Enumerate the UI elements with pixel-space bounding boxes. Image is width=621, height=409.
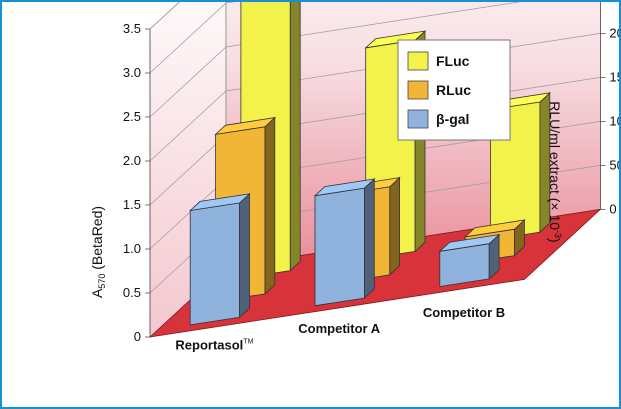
gridline	[149, 2, 235, 74]
bar-top-face	[313, 178, 376, 197]
right-axis-title: RLU/ml extract (× 10-3)	[547, 101, 563, 242]
right-axis-title-sup: -3	[553, 230, 563, 238]
left-tick-label: 3.0	[123, 65, 141, 80]
bar-gal-reportasol	[188, 192, 251, 326]
bar-top-face	[463, 219, 526, 238]
bar-side-face	[363, 178, 375, 300]
legend-label: RLuc	[436, 82, 471, 98]
left-tick-label: 0.5	[123, 285, 141, 300]
right-tick-label: 200	[609, 25, 619, 40]
left-tick-label: 1.0	[123, 241, 141, 256]
category-superscript: TM	[243, 338, 253, 345]
gridline	[149, 2, 521, 118]
left-tick-label: 2.0	[123, 153, 141, 168]
legend-label: β-gal	[436, 111, 469, 127]
bar-gal-competitor-b	[438, 233, 501, 287]
bar-top-face	[188, 193, 251, 212]
bar-side-face	[389, 176, 401, 276]
bars	[188, 2, 552, 326]
bar-top-face	[214, 117, 277, 135]
category-label: Competitor B	[423, 305, 505, 320]
left-tick-label: 2.5	[123, 109, 141, 124]
legend-swatch	[407, 80, 429, 100]
category-label: ReportasolTM	[175, 337, 253, 352]
bar-side-face	[289, 2, 301, 272]
legend-swatch	[407, 51, 429, 71]
bar-side-face	[264, 116, 276, 295]
legend-swatch	[407, 109, 429, 129]
left-axis-title-sub: 570	[97, 274, 107, 289]
bar-front-face	[314, 187, 365, 307]
left-axis-title: A570 (BetaRed)	[89, 206, 107, 298]
left-tick-label: 1.5	[123, 197, 141, 212]
left-axis-ticks: 0 0.5 1.0 1.5 2.0 2.5 3.0 3.5	[123, 21, 151, 344]
left-tick-label: 0	[134, 329, 141, 344]
right-tick-label: 150	[609, 69, 619, 84]
bar-side-face	[239, 192, 250, 319]
gridline	[149, 2, 180, 30]
bar-gal-competitor-a	[313, 178, 376, 307]
bar-top-face	[438, 234, 501, 252]
legend-label: FLuc	[436, 53, 470, 69]
right-tick-label: 50	[609, 157, 619, 172]
left-axis-title-main: A	[89, 288, 105, 298]
category-label: Competitor A	[298, 321, 380, 336]
right-axis-title-end: )	[547, 238, 563, 243]
legend: FLuc RLuc β-gal	[397, 39, 511, 141]
right-tick-label: 100	[609, 113, 619, 128]
bar-front-face	[189, 202, 241, 326]
right-axis-ticks: 050100150200250300350	[600, 2, 619, 216]
right-axis-title-main: RLU/ml extract (× 10	[547, 101, 563, 230]
left-tick-label: 3.5	[123, 21, 141, 36]
left-axis-title-rest: (BetaRed)	[89, 206, 105, 274]
right-tick-label: 0	[609, 201, 616, 216]
category-labels: ReportasolTM Competitor A Competitor B	[175, 305, 505, 352]
